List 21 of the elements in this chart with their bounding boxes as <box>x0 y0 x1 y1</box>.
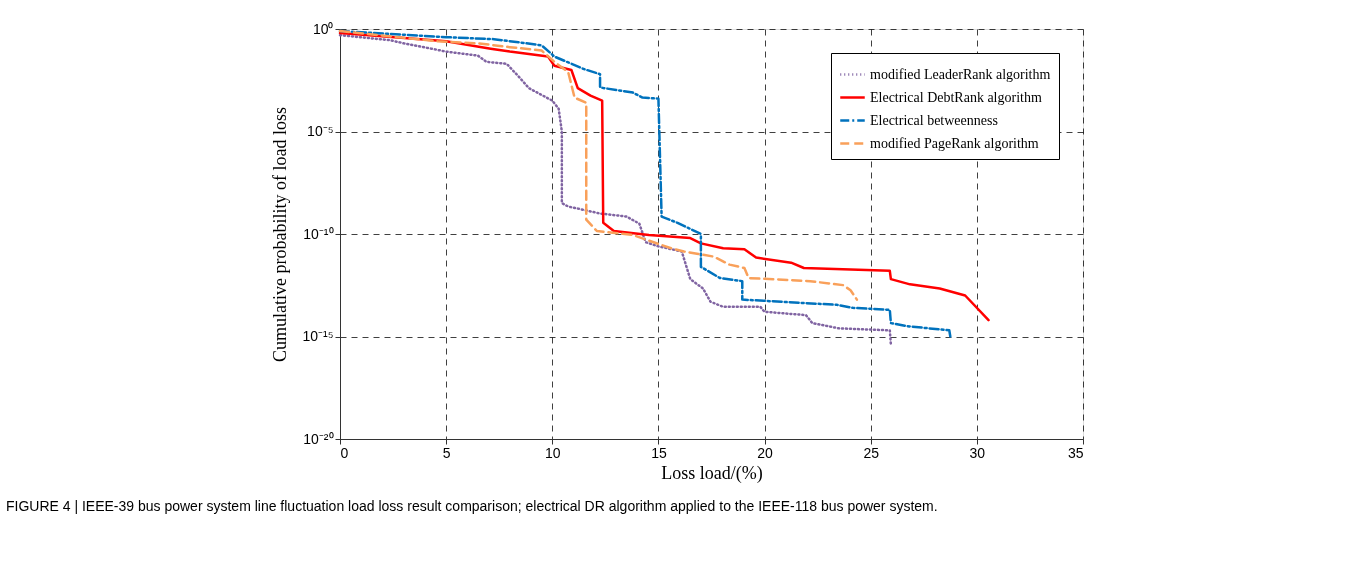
y-tick-label: 10⁻⁵ <box>307 123 334 139</box>
y-tick-label: 10⁻¹⁵ <box>302 328 334 344</box>
legend-label: modified PageRank algorithm <box>870 135 1039 151</box>
line-series <box>338 29 859 301</box>
x-axis-title: Loss load/(%) <box>661 462 763 484</box>
legend-label: modified LeaderRank algorithm <box>870 66 1051 82</box>
x-tick-label: 20 <box>757 444 774 461</box>
x-tick-label: 0 <box>340 444 349 461</box>
x-tick-label: 35 <box>1067 444 1084 461</box>
y-tick-label: 10⁰ <box>312 20 334 37</box>
legend-label: Electrical betweenness <box>870 112 998 128</box>
x-tick-label: 15 <box>651 444 667 461</box>
x-tick-label: 25 <box>863 444 880 461</box>
x-tick-label: 30 <box>969 444 986 461</box>
y-tick-label: 10⁻²⁰ <box>303 430 334 447</box>
legend-label: Electrical DebtRank algorithm <box>870 89 1042 105</box>
y-axis-title: Cumulative probability of load loss <box>270 107 291 362</box>
y-tick-label: 10⁻¹⁰ <box>303 225 334 242</box>
x-tick-label: 5 <box>442 444 451 461</box>
caption: FIGURE 4 | IEEE-39 bus power system line fluctuation load loss result comparison; electrical DR algorithm applied to the IEEE-118 bus power system. <box>5 498 938 514</box>
x-tick-label: 10 <box>545 444 561 461</box>
